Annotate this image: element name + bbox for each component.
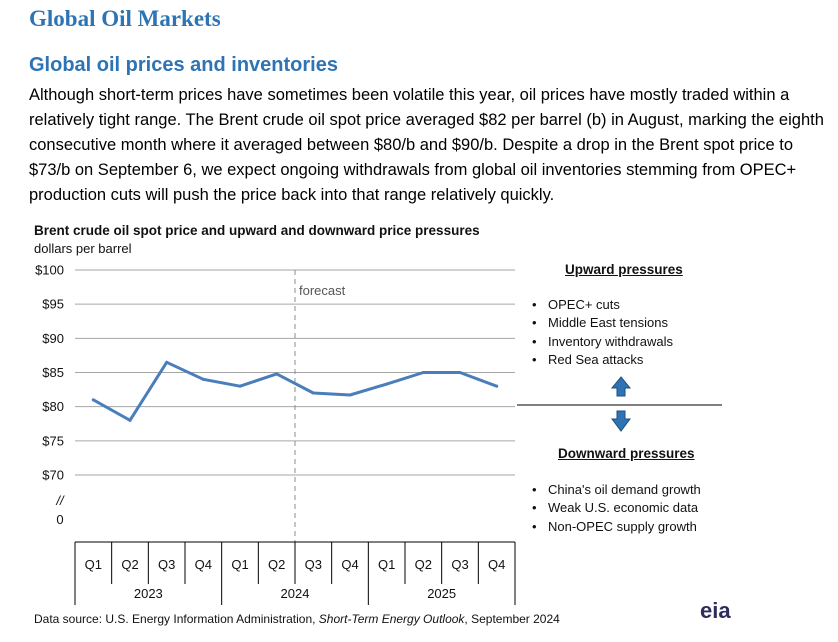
downward-pressure-item: Non-OPEC supply growth <box>548 518 701 536</box>
y-tick-label: $100 <box>35 263 64 278</box>
source-suffix: , September 2024 <box>464 612 560 626</box>
source-prefix: Data source: U.S. Energy Information Adm… <box>34 612 319 626</box>
down-arrow-icon <box>611 410 631 432</box>
data-point <box>495 384 499 388</box>
data-point <box>91 398 95 402</box>
eia-logo: eia <box>700 598 731 623</box>
data-point <box>238 384 242 388</box>
data-point <box>385 382 389 386</box>
data-point <box>421 371 425 374</box>
x-year-label: 2023 <box>134 586 163 601</box>
downward-pressure-item: Weak U.S. economic data <box>548 499 701 517</box>
y-tick-label: $85 <box>42 365 64 380</box>
up-arrow-icon <box>610 376 632 397</box>
y-tick-label: $90 <box>42 331 64 346</box>
x-tick-label: Q2 <box>121 557 138 572</box>
data-point <box>458 371 462 374</box>
x-tick-label: Q4 <box>195 557 212 572</box>
upward-pressure-item: Red Sea attacks <box>548 351 673 369</box>
x-tick-label: Q3 <box>158 557 175 572</box>
upward-pressure-item: Inventory withdrawals <box>548 333 673 351</box>
y-tick-label: $95 <box>42 297 64 312</box>
data-point <box>128 418 132 422</box>
data-point <box>201 377 205 381</box>
page-title: Global Oil Markets <box>29 6 221 31</box>
axis-break-mark: // <box>55 493 65 508</box>
x-year-label: 2024 <box>281 586 310 601</box>
upward-pressure-item: Middle East tensions <box>548 314 673 332</box>
source-publication: Short-Term Energy Outlook <box>318 612 465 626</box>
data-point <box>348 393 352 397</box>
x-tick-label: Q1 <box>231 557 248 572</box>
data-point <box>311 391 315 395</box>
x-year-label: 2025 <box>427 586 456 601</box>
x-tick-label: Q3 <box>451 557 468 572</box>
body-paragraph: Although short-term prices have sometime… <box>29 86 824 204</box>
upward-pressure-item: OPEC+ cuts <box>548 296 673 314</box>
forecast-label: forecast <box>299 283 346 298</box>
data-point <box>275 372 279 376</box>
x-tick-label: Q2 <box>268 557 285 572</box>
upward-pressures-heading: Upward pressures <box>565 262 683 277</box>
data-point <box>165 360 169 364</box>
downward-pressures-heading: Downward pressures <box>558 446 695 461</box>
upward-pressures-list: OPEC+ cuts Middle East tensions Inventor… <box>548 296 673 369</box>
x-tick-label: Q1 <box>85 557 102 572</box>
series-line <box>91 360 499 422</box>
y-zero-label: 0 <box>56 512 63 527</box>
y-tick-label: $80 <box>42 399 64 414</box>
chart-title: Brent crude oil spot price and upward an… <box>34 223 480 238</box>
x-tick-label: Q3 <box>305 557 322 572</box>
downward-pressure-item: China's oil demand growth <box>548 481 701 499</box>
x-tick-label: Q1 <box>378 557 395 572</box>
y-tick-label: $75 <box>42 433 64 448</box>
downward-pressures-list: China's oil demand growth Weak U.S. econ… <box>548 481 701 536</box>
chart-units: dollars per barrel <box>34 241 132 256</box>
x-tick-label: Q4 <box>341 557 358 572</box>
x-tick-label: Q4 <box>488 557 505 572</box>
data-source: Data source: U.S. Energy Information Adm… <box>34 612 560 626</box>
section-subtitle: Global oil prices and inventories <box>29 54 338 76</box>
x-tick-label: Q2 <box>415 557 432 572</box>
y-tick-label: $70 <box>42 468 64 483</box>
